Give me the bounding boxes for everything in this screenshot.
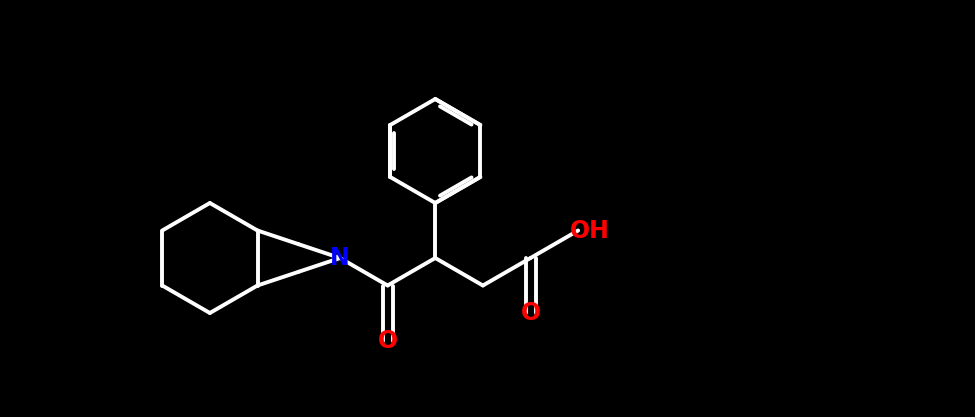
- Text: OH: OH: [570, 219, 610, 243]
- Text: N: N: [331, 246, 350, 270]
- Text: O: O: [521, 301, 540, 325]
- Text: O: O: [377, 329, 398, 352]
